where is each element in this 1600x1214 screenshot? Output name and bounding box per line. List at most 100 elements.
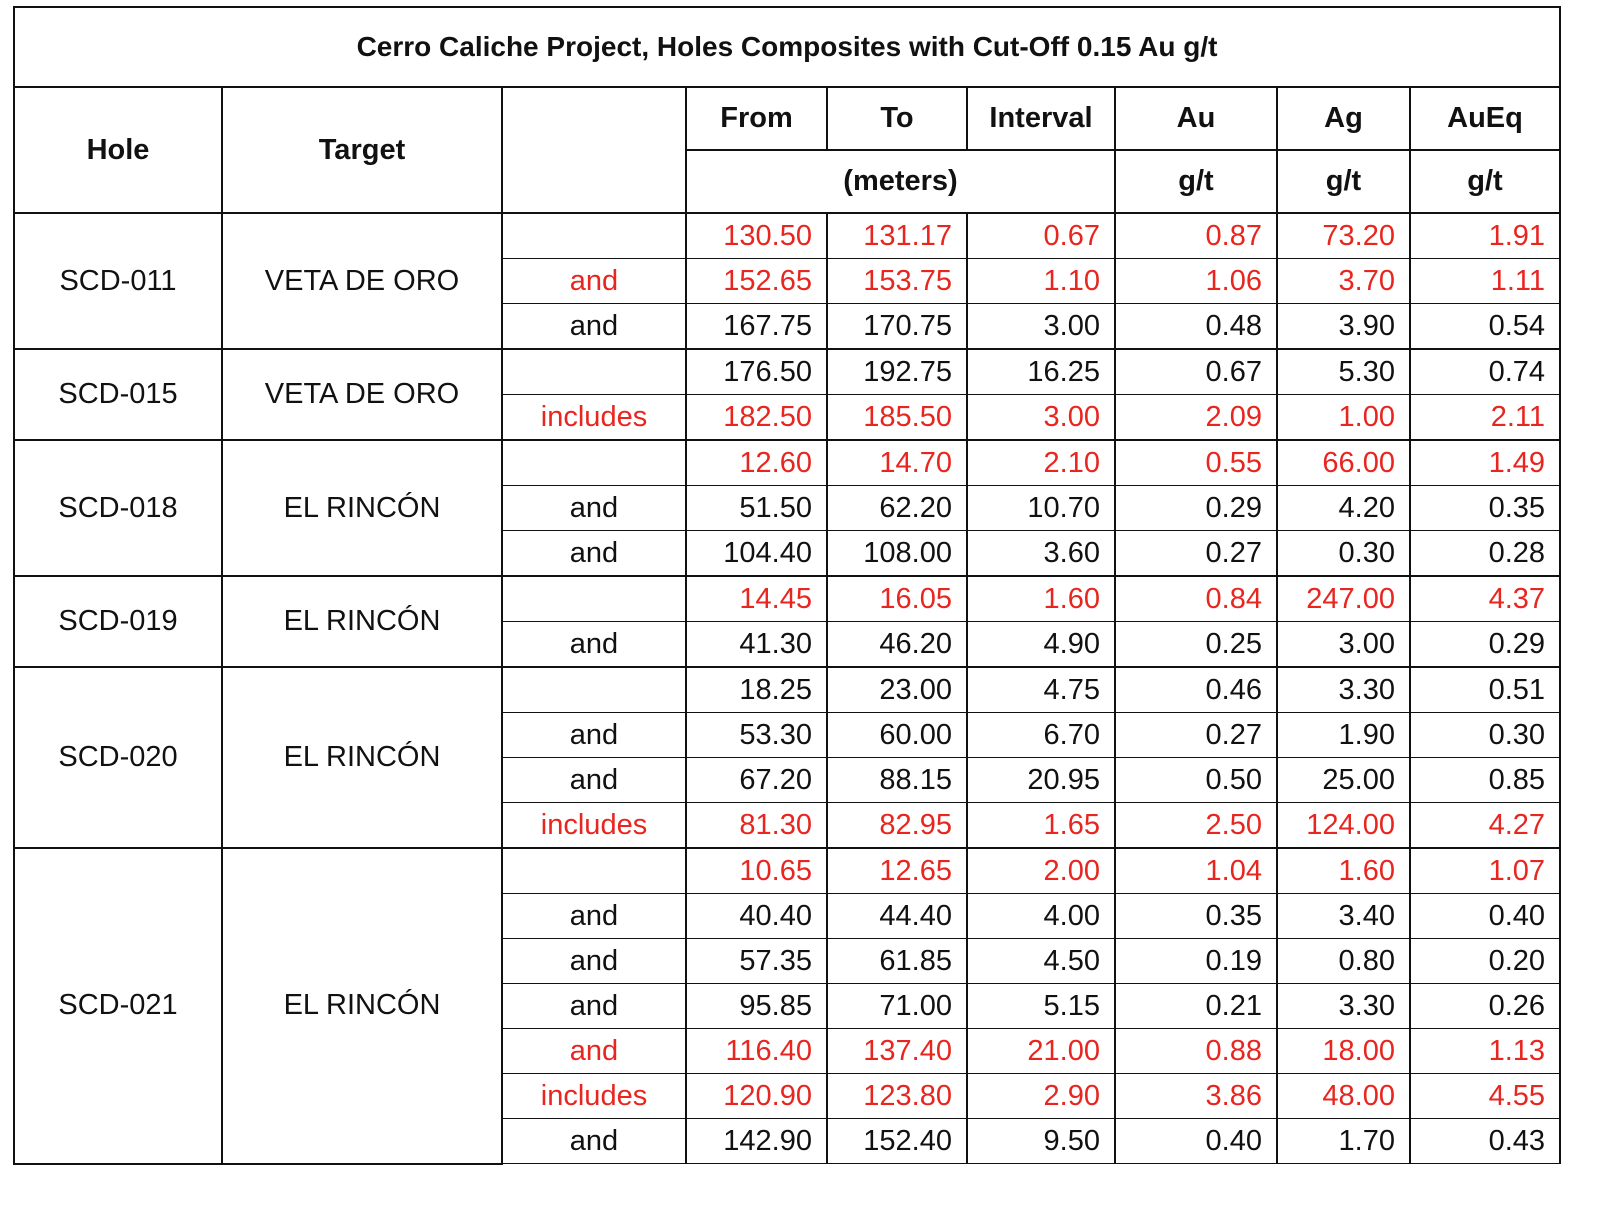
aueq-cell: 0.26: [1408, 983, 1562, 1029]
aueq-cell: 0.54: [1408, 303, 1562, 350]
from-cell: 53.30: [685, 712, 828, 758]
from-cell: 182.50: [685, 394, 828, 441]
to-cell: 153.75: [826, 258, 968, 304]
qualifier-cell: and: [501, 938, 687, 984]
from-cell: 12.60: [685, 439, 828, 486]
interval-cell: 2.00: [966, 847, 1116, 894]
interval-cell: 4.90: [966, 621, 1116, 668]
table-row: SCD-015 VETA DE ORO 176.50 192.75 16.25 0.67 5…: [13, 348, 1562, 441]
qualifier-cell: [501, 666, 687, 713]
from-cell: 51.50: [685, 485, 828, 531]
interval-cell: 2.10: [966, 439, 1116, 486]
au-cell: 0.27: [1114, 712, 1278, 758]
aueq-cell: 4.55: [1408, 1073, 1562, 1119]
header-to: To: [826, 86, 968, 151]
to-cell: 152.40: [826, 1118, 968, 1164]
aueq-cell: 0.85: [1408, 757, 1562, 803]
qualifier-cell: and: [501, 621, 687, 668]
ag-cell: 48.00: [1276, 1073, 1411, 1119]
qualifier-cell: and: [501, 757, 687, 803]
ag-cell: 25.00: [1276, 757, 1411, 803]
to-cell: 61.85: [826, 938, 968, 984]
to-cell: 62.20: [826, 485, 968, 531]
table-row: and 53.30 60.00 6.70 0.27 1.90 0.30: [14, 712, 1562, 758]
aueq-cell: 0.35: [1408, 485, 1562, 531]
from-cell: 142.90: [685, 1118, 828, 1164]
from-cell: 81.30: [685, 802, 828, 849]
au-cell: 0.84: [1114, 575, 1278, 622]
interval-cell: 3.60: [966, 530, 1116, 577]
to-cell: 123.80: [826, 1073, 968, 1119]
aueq-cell: 0.28: [1408, 530, 1562, 577]
qualifier-cell: and: [501, 712, 687, 758]
from-cell: 18.25: [685, 666, 828, 713]
hole-id-cell: SCD-021: [13, 847, 223, 1165]
header-aueq-unit: g/t: [1408, 149, 1562, 214]
au-cell: 0.67: [1114, 348, 1278, 395]
header-aueq: AuEq: [1408, 86, 1562, 151]
header-from: From: [685, 86, 828, 151]
qualifier-cell: and: [501, 258, 687, 304]
qualifier-cell: [501, 439, 687, 486]
header-ag: Ag: [1276, 86, 1411, 151]
hole-id-cell: SCD-011: [13, 212, 223, 350]
interval-cell: 9.50: [966, 1118, 1116, 1164]
interval-cell: 4.75: [966, 666, 1116, 713]
to-cell: 60.00: [826, 712, 968, 758]
hole-id-cell: SCD-020: [13, 666, 223, 849]
qualifier-cell: and: [501, 1118, 687, 1164]
to-cell: 14.70: [826, 439, 968, 486]
target-cell: EL RINCÓN: [221, 847, 503, 1165]
to-cell: 88.15: [826, 757, 968, 803]
ag-cell: 5.30: [1276, 348, 1411, 395]
to-cell: 71.00: [826, 983, 968, 1029]
au-cell: 0.40: [1114, 1118, 1278, 1164]
composites-sheet: Cerro Caliche Project, Holes Composites …: [12, 6, 1562, 1209]
from-cell: 120.90: [685, 1073, 828, 1119]
qualifier-cell: [501, 847, 687, 894]
header-ag-unit: g/t: [1276, 149, 1411, 214]
to-cell: 192.75: [826, 348, 968, 395]
aueq-cell: 2.11: [1408, 394, 1562, 441]
au-cell: 0.25: [1114, 621, 1278, 668]
from-cell: 14.45: [685, 575, 828, 622]
aueq-cell: 4.37: [1408, 575, 1562, 622]
to-cell: 23.00: [826, 666, 968, 713]
aueq-cell: 0.40: [1408, 893, 1562, 939]
to-cell: 12.65: [826, 847, 968, 894]
to-cell: 131.17: [826, 212, 968, 259]
qualifier-cell: [501, 212, 687, 259]
table-row: and 142.90 152.40 9.50 0.40 1.70 0.43: [14, 1118, 1562, 1164]
au-cell: 0.87: [1114, 212, 1278, 259]
ag-cell: 1.70: [1276, 1118, 1411, 1164]
from-cell: 104.40: [685, 530, 828, 577]
interval-cell: 4.00: [966, 893, 1116, 939]
au-cell: 0.19: [1114, 938, 1278, 984]
interval-cell: 4.50: [966, 938, 1116, 984]
au-cell: 3.86: [1114, 1073, 1278, 1119]
ag-cell: 4.20: [1276, 485, 1411, 531]
from-cell: 152.65: [685, 258, 828, 304]
from-cell: 95.85: [685, 983, 828, 1029]
au-cell: 0.48: [1114, 303, 1278, 350]
ag-cell: 0.30: [1276, 530, 1411, 577]
aueq-cell: 1.91: [1408, 212, 1562, 259]
hole-id-cell: SCD-019: [13, 575, 223, 668]
au-cell: 0.55: [1114, 439, 1278, 486]
ag-cell: 3.30: [1276, 666, 1411, 713]
from-cell: 116.40: [685, 1028, 828, 1074]
qualifier-cell: and: [501, 485, 687, 531]
ag-cell: 66.00: [1276, 439, 1411, 486]
aueq-cell: 1.07: [1408, 847, 1562, 894]
qualifier-cell: and: [501, 893, 687, 939]
table-row: and 152.65 153.75 1.10 1.06 3.70 1.11: [14, 258, 1562, 304]
qualifier-cell: includes: [501, 802, 687, 849]
aueq-cell: 0.30: [1408, 712, 1562, 758]
aueq-cell: 0.74: [1408, 348, 1562, 395]
qualifier-cell: and: [501, 303, 687, 350]
from-cell: 176.50: [685, 348, 828, 395]
interval-cell: 21.00: [966, 1028, 1116, 1074]
table-row: and 57.35 61.85 4.50 0.19 0.80 0.20: [14, 938, 1562, 984]
aueq-cell: 4.27: [1408, 802, 1562, 849]
au-cell: 0.29: [1114, 485, 1278, 531]
